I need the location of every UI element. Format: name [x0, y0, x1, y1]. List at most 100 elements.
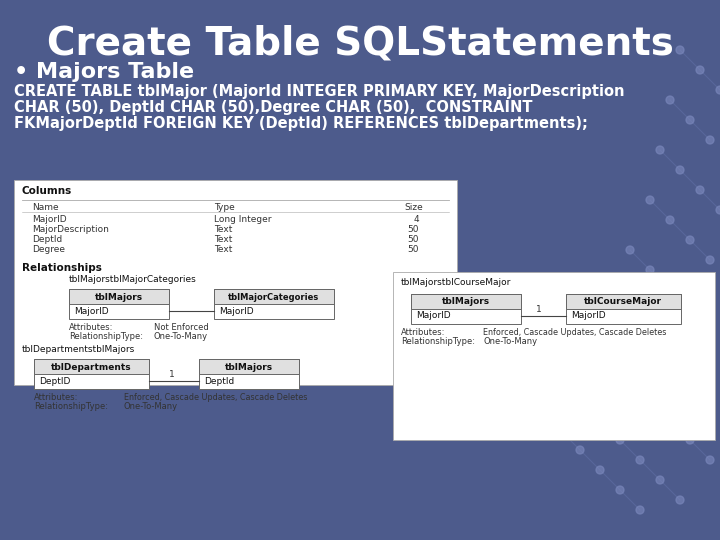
Text: MajorID: MajorID — [571, 312, 606, 321]
Text: MajorID: MajorID — [74, 307, 109, 315]
Circle shape — [676, 496, 684, 504]
Text: tblMajors: tblMajors — [95, 293, 143, 301]
Circle shape — [626, 316, 634, 324]
Text: tblCourseMajor: tblCourseMajor — [584, 298, 662, 307]
FancyBboxPatch shape — [393, 272, 715, 440]
Circle shape — [676, 166, 684, 174]
Circle shape — [656, 476, 664, 484]
Circle shape — [636, 456, 644, 464]
Text: Attributes:: Attributes: — [401, 328, 446, 337]
Circle shape — [706, 256, 714, 264]
Text: Text: Text — [214, 245, 233, 254]
Text: RelationshipType:: RelationshipType: — [69, 332, 143, 341]
Circle shape — [556, 426, 564, 434]
Text: tblDepartments: tblDepartments — [50, 362, 131, 372]
Circle shape — [666, 356, 674, 364]
Text: DeptId: DeptId — [32, 235, 62, 244]
FancyBboxPatch shape — [411, 294, 521, 309]
Text: FKMajorDeptId FOREIGN KEY (DeptId) REFERENCES tblDepartments);: FKMajorDeptId FOREIGN KEY (DeptId) REFER… — [14, 116, 588, 131]
Circle shape — [716, 206, 720, 214]
Circle shape — [666, 286, 674, 294]
Text: MajorID: MajorID — [219, 307, 253, 315]
Circle shape — [686, 376, 694, 384]
FancyBboxPatch shape — [34, 359, 149, 389]
Circle shape — [696, 66, 704, 74]
FancyBboxPatch shape — [566, 294, 681, 324]
Circle shape — [596, 416, 604, 424]
Text: • Majors Table: • Majors Table — [14, 62, 194, 82]
Text: Enforced, Cascade Updates, Cascade Deletes: Enforced, Cascade Updates, Cascade Delet… — [124, 393, 307, 402]
Circle shape — [616, 436, 624, 444]
Circle shape — [616, 486, 624, 494]
Text: Relationships: Relationships — [22, 263, 102, 273]
Text: Name: Name — [32, 203, 58, 212]
Circle shape — [606, 356, 614, 364]
Circle shape — [706, 396, 714, 404]
FancyBboxPatch shape — [411, 294, 521, 324]
FancyBboxPatch shape — [199, 359, 299, 389]
Circle shape — [636, 506, 644, 514]
Text: tblMajorstblCourseMajor: tblMajorstblCourseMajor — [401, 278, 511, 287]
Text: One-To-Many: One-To-Many — [154, 332, 208, 341]
Text: 50: 50 — [408, 245, 419, 254]
Text: tblMajorstblMajorCategories: tblMajorstblMajorCategories — [69, 275, 197, 284]
Circle shape — [686, 306, 694, 314]
Circle shape — [536, 406, 544, 414]
Text: MajorDescription: MajorDescription — [32, 225, 109, 234]
Text: 4: 4 — [413, 215, 419, 224]
Circle shape — [696, 186, 704, 194]
Circle shape — [576, 446, 584, 454]
Text: DeptId: DeptId — [204, 376, 234, 386]
Circle shape — [656, 146, 664, 154]
Circle shape — [606, 296, 614, 304]
Text: tblMajors: tblMajors — [225, 362, 273, 372]
Circle shape — [666, 416, 674, 424]
Circle shape — [676, 46, 684, 54]
Text: Text: Text — [214, 225, 233, 234]
Text: Not Enforced: Not Enforced — [154, 323, 209, 332]
Text: MajorID: MajorID — [416, 312, 451, 321]
FancyBboxPatch shape — [214, 289, 334, 304]
Circle shape — [626, 376, 634, 384]
Text: Size: Size — [404, 203, 423, 212]
Text: CREATE TABLE tblMajor (MajorId INTEGER PRIMARY KEY, MajorDescription: CREATE TABLE tblMajor (MajorId INTEGER P… — [14, 84, 624, 99]
Circle shape — [666, 216, 674, 224]
FancyBboxPatch shape — [199, 359, 299, 374]
Text: Create Table SQLStatements: Create Table SQLStatements — [47, 25, 673, 63]
Text: Degree: Degree — [32, 245, 65, 254]
Text: tblDepartmentstblMajors: tblDepartmentstblMajors — [22, 345, 135, 354]
Circle shape — [646, 196, 654, 204]
Text: tblMajors: tblMajors — [442, 298, 490, 307]
Circle shape — [686, 116, 694, 124]
Circle shape — [556, 376, 564, 384]
Text: tblMajorCategories: tblMajorCategories — [228, 293, 320, 301]
FancyBboxPatch shape — [14, 180, 457, 385]
Text: RelationshipType:: RelationshipType: — [401, 337, 475, 346]
FancyBboxPatch shape — [566, 294, 681, 309]
Text: DeptID: DeptID — [39, 376, 71, 386]
Text: One-To-Many: One-To-Many — [124, 402, 178, 411]
Text: 1: 1 — [169, 370, 175, 379]
Circle shape — [646, 266, 654, 274]
Text: Type: Type — [214, 203, 235, 212]
Circle shape — [706, 136, 714, 144]
Text: MajorID: MajorID — [32, 215, 67, 224]
Text: Columns: Columns — [22, 186, 72, 196]
Text: 1: 1 — [536, 305, 542, 314]
Circle shape — [666, 96, 674, 104]
Text: Attributes:: Attributes: — [69, 323, 113, 332]
Circle shape — [646, 336, 654, 344]
Circle shape — [686, 236, 694, 244]
Text: RelationshipType:: RelationshipType: — [34, 402, 108, 411]
FancyBboxPatch shape — [34, 359, 149, 374]
Circle shape — [626, 246, 634, 254]
Text: One-To-Many: One-To-Many — [483, 337, 537, 346]
Circle shape — [586, 336, 594, 344]
Circle shape — [646, 396, 654, 404]
Text: 50: 50 — [408, 235, 419, 244]
Circle shape — [686, 436, 694, 444]
Text: CHAR (50), DeptId CHAR (50),Degree CHAR (50),  CONSTRAINT: CHAR (50), DeptId CHAR (50),Degree CHAR … — [14, 100, 533, 115]
Text: Text: Text — [214, 235, 233, 244]
FancyBboxPatch shape — [69, 289, 169, 319]
Circle shape — [706, 456, 714, 464]
